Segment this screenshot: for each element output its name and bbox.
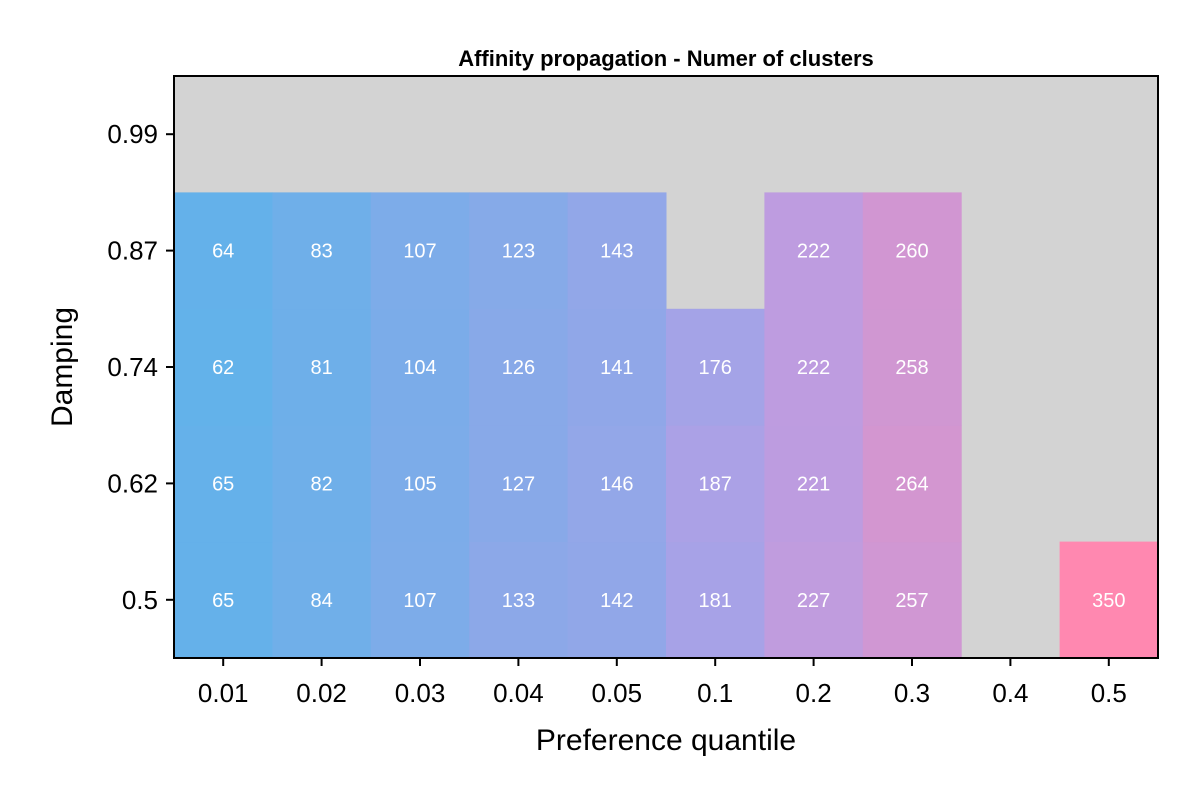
y-axis-label: Damping [46,307,79,427]
heatmap-cell [666,308,765,426]
cell-value-label: 65 [212,473,234,495]
cell-value-label: 127 [502,473,535,495]
heatmap-cell-labels: 65 84 107 133 142 181 227 257 350 65 82 105 127 146 18… [212,241,1125,612]
heatmap-cell [272,541,372,659]
x-tick-label: 0.5 [1091,678,1127,708]
cell-value-label: 181 [699,590,732,612]
x-tick-label: 0.03 [395,678,446,708]
cell-value-label: 62 [212,357,234,379]
heatmap-cell [764,425,864,543]
cell-value-label: 258 [895,357,928,379]
heatmap-cell [764,192,864,310]
heatmap-cell [469,192,569,310]
heatmap-cell [567,192,667,310]
heatmap-cell [469,425,569,543]
y-axis-ticks: 0.5 0.62 0.74 0.87 0.99 [107,119,174,615]
x-axis-ticks: 0.01 0.02 0.03 0.04 0.05 0.1 0.2 0.3 0.4 0.5 [198,658,1127,708]
cell-value-label: 64 [212,241,234,263]
y-tick-label: 0.5 [122,585,158,615]
cell-value-label: 143 [600,241,633,263]
cell-value-label: 107 [403,241,436,263]
heatmap-cell [174,541,273,659]
cell-value-label: 257 [895,590,928,612]
cell-value-label: 133 [502,590,535,612]
heatmap-cell [764,541,864,659]
x-tick-label: 0.05 [591,678,642,708]
cell-value-label: 176 [699,357,732,379]
heatmap-cells [174,192,1159,659]
heatmap-cell [370,541,470,659]
cell-value-label: 222 [797,241,830,263]
heatmap-cell [370,308,470,426]
heatmap-cell [764,308,864,426]
cell-value-label: 82 [310,473,332,495]
heatmap-cell [567,425,667,543]
heatmap-cell [272,192,372,310]
cell-value-label: 187 [699,473,732,495]
heatmap-cell [174,308,273,426]
heatmap-cell [862,308,962,426]
heatmap-cell [862,425,962,543]
heatmap-cell [666,425,765,543]
cell-value-label: 260 [895,241,928,263]
cell-value-label: 105 [403,473,436,495]
x-axis-label: Preference quantile [536,724,796,757]
cell-value-label: 264 [895,473,928,495]
heatmap-cell [469,541,569,659]
heatmap-cell [370,425,470,543]
cell-value-label: 141 [600,357,633,379]
cell-value-label: 222 [797,357,830,379]
x-tick-label: 0.02 [296,678,347,708]
cell-value-label: 227 [797,590,830,612]
heatmap-cell [862,541,962,659]
cell-value-label: 104 [403,357,436,379]
x-tick-label: 0.01 [198,678,249,708]
x-tick-label: 0.04 [493,678,544,708]
cell-value-label: 123 [502,241,535,263]
x-tick-label: 0.1 [697,678,733,708]
heatmap-cell [666,541,765,659]
x-tick-label: 0.3 [894,678,930,708]
cell-value-label: 81 [310,357,332,379]
heatmap-cell [862,192,962,310]
heatmap-cell [272,425,372,543]
cell-value-label: 84 [310,590,332,612]
cell-value-label: 146 [600,473,633,495]
y-tick-label: 0.62 [107,468,158,498]
heatmap-cell [174,192,273,310]
cell-value-label: 126 [502,357,535,379]
y-tick-label: 0.87 [107,236,158,266]
cell-value-label: 142 [600,590,633,612]
cell-value-label: 350 [1092,590,1125,612]
cell-value-label: 107 [403,590,436,612]
cell-value-label: 65 [212,590,234,612]
heatmap-cell [567,541,667,659]
heatmap-cell [567,308,667,426]
cell-value-label: 221 [797,473,830,495]
heatmap-cell [370,192,470,310]
heatmap-cell [1059,541,1159,659]
heatmap-cell [469,308,569,426]
y-tick-label: 0.99 [107,119,158,149]
y-tick-label: 0.74 [107,352,158,382]
x-tick-label: 0.4 [992,678,1028,708]
chart-title: Affinity propagation - Numer of clusters [458,46,874,71]
x-tick-label: 0.2 [796,678,832,708]
heatmap-cell [174,425,273,543]
cell-value-label: 83 [310,241,332,263]
heatmap-cell [272,308,372,426]
